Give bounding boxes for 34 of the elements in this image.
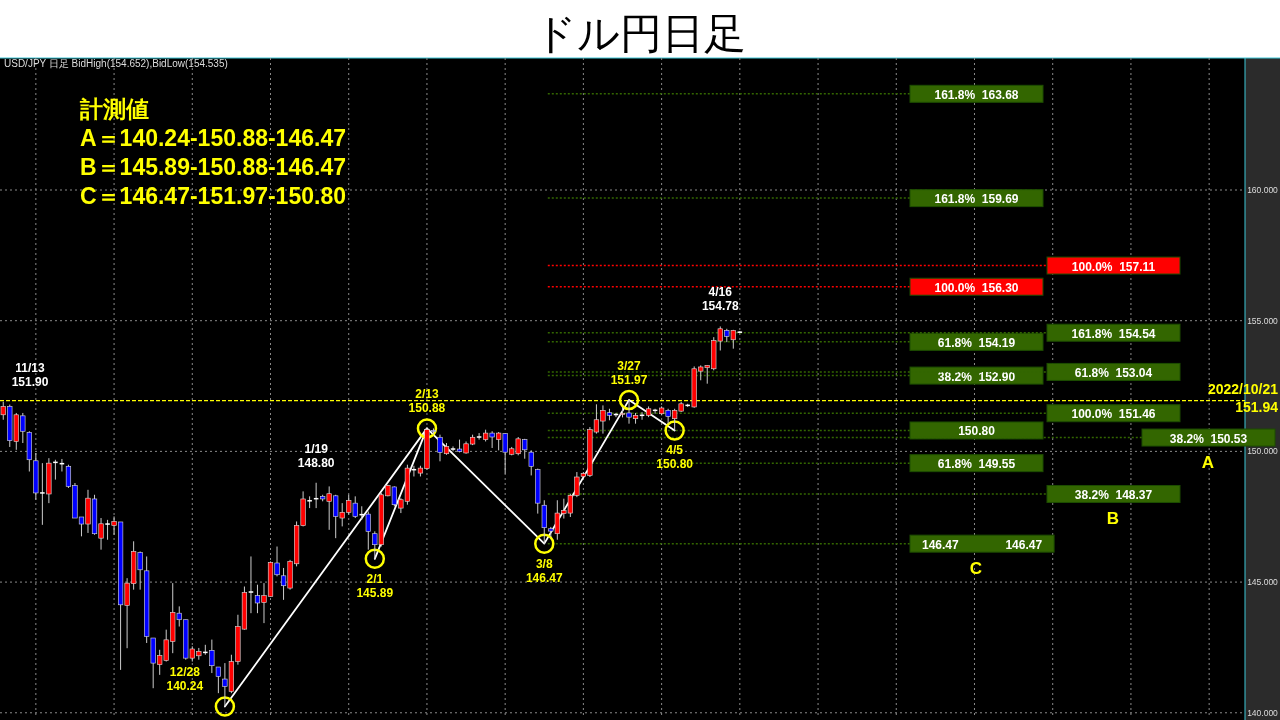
ref-line-label: 150.80 (958, 424, 996, 439)
ref-line-label: 38.2% 152.90 (937, 369, 1016, 384)
data-label: 3/27 151.97 (610, 358, 648, 387)
ref-line-label: 61.8% 149.55 (937, 457, 1016, 472)
y-tick-label: 155.000 (1247, 315, 1279, 326)
annotation: C (969, 558, 983, 578)
y-tick-label: 145.000 (1247, 577, 1279, 588)
ref-line-label: 161.8% 159.69 (934, 192, 1019, 207)
annotation: 4/16 154.78 (701, 285, 739, 314)
annotation: 計測値 A＝140.24-150.88-146.47 B＝145.89-150.88-146.47 C＝146.47-151.97-150.80 (79, 96, 346, 209)
ref-line-label: 38.2% 148.37 (1074, 487, 1153, 502)
ref-line-label: 61.8% 153.04 (1074, 365, 1153, 380)
data-label: 2/13 150.88 (408, 387, 446, 416)
ref-line-label: 38.2% 150.53 (1169, 431, 1248, 446)
annotation: B (1106, 508, 1120, 528)
data-label: 4/5 150.80 (656, 443, 694, 472)
ref-line-label: 100.0% 151.46 (1071, 407, 1156, 422)
chart-title: ドル円日足 (534, 10, 746, 57)
ref-line-label: 2022/10/21 151.94 (1207, 380, 1279, 415)
ref-line-label: 161.8% 154.54 (1071, 326, 1156, 341)
annotation: 11/13 151.90 (11, 360, 49, 389)
data-label: 3/8 146.47 (525, 556, 563, 585)
data-label: 12/28 140.24 (166, 665, 204, 694)
annotation: 1/19 148.80 (297, 441, 335, 470)
data-label: 2/1 145.89 (356, 571, 394, 600)
ref-line-label: 100.0% 156.30 (934, 280, 1019, 295)
ref-line-label: 161.8% 163.68 (934, 87, 1019, 102)
ref-line-label: 100.0% 157.11 (1071, 259, 1156, 274)
ref-line-label: 146.47 146.47 (922, 537, 1043, 552)
chart-subtitle: USD/JPY 日足 BidHigh(154.652),BidLow(154.535) (4, 58, 228, 69)
annotation: A (1201, 452, 1215, 472)
y-tick-label: 150.000 (1247, 446, 1279, 457)
y-tick-label: 160.000 (1247, 185, 1279, 195)
y-tick-label: 140.000 (1247, 707, 1279, 718)
